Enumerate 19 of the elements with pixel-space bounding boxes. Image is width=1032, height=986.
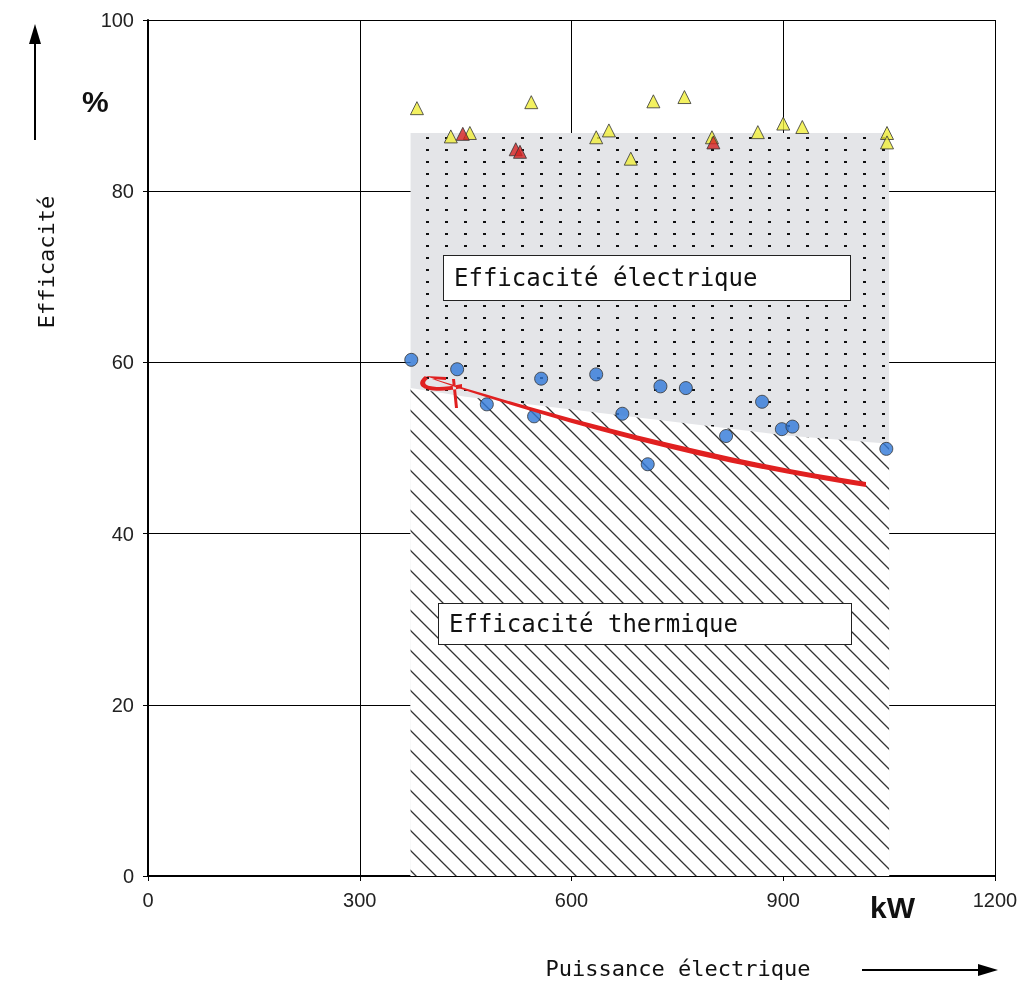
y-axis-title: Efficacité — [33, 195, 59, 329]
y-tick-label: 40 — [111, 522, 134, 545]
label-box: Efficacité électrique — [443, 255, 851, 301]
y-tick-label: 80 — [111, 180, 134, 203]
y-tick-label: 20 — [111, 693, 134, 716]
x-tick-label: 900 — [766, 889, 800, 911]
x-tick-label: 1200 — [972, 889, 1018, 911]
x-tick-label: 300 — [343, 889, 377, 911]
x-axis-title: Puissance électrique — [545, 955, 811, 981]
series-label: Efficacité électrique — [454, 264, 758, 292]
x-tick-label: 600 — [554, 889, 589, 911]
label-box: Efficacité thermique — [438, 603, 852, 645]
series-label: Efficacité thermique — [449, 610, 738, 638]
text: % — [82, 84, 109, 118]
y-tick-label: 60 — [111, 351, 134, 374]
x-tick-label: 0 — [142, 889, 154, 911]
y-tick-label: 0 — [122, 865, 134, 887]
text: kW — [870, 890, 916, 924]
y-tick-label: 100 — [100, 9, 134, 31]
